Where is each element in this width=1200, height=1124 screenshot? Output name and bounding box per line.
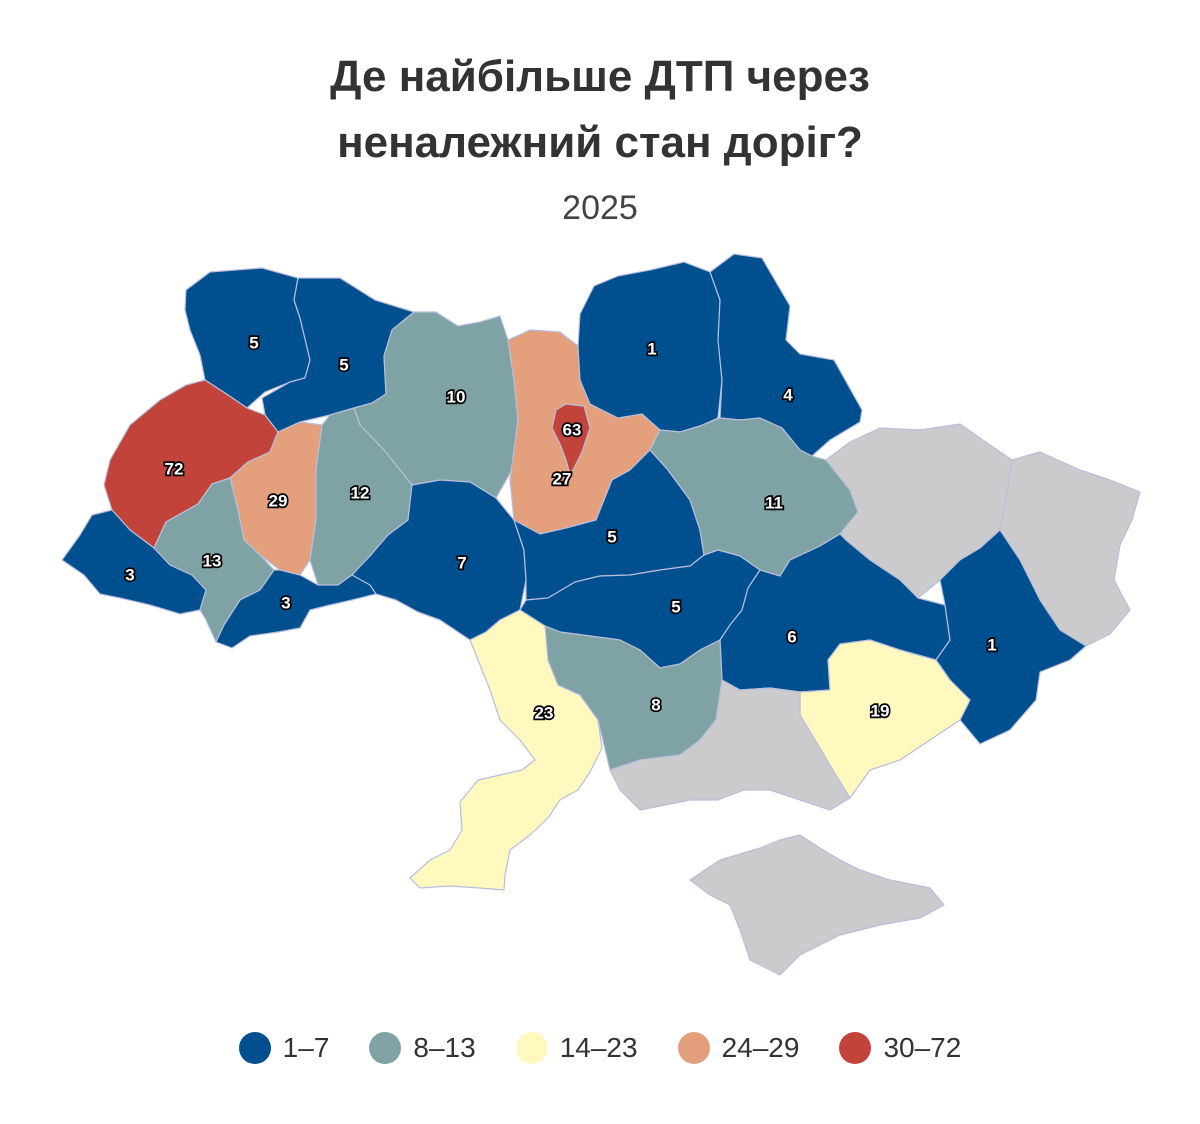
legend-label-3: 14–23	[559, 1032, 638, 1063]
region-label-mykolaiv: 8	[651, 695, 660, 714]
legend-label-2: 8–13	[413, 1032, 476, 1063]
region-label-cherkasy: 5	[607, 527, 616, 546]
region-label-zaporizhzhia: 19	[871, 701, 890, 720]
region-label-vinnytsia: 7	[457, 553, 466, 572]
region-label-ternopil: 29	[269, 491, 288, 510]
legend-item-4[interactable]: 24–29	[677, 1032, 800, 1064]
region-label-chernihiv: 1	[647, 339, 656, 358]
region-label-poltava: 11	[765, 493, 783, 512]
chart-subtitle: 2025	[562, 189, 638, 227]
region-label-kyiv-city: 63	[563, 420, 582, 439]
legend-dot-5	[839, 1032, 872, 1064]
region-label-odesa: 23	[535, 703, 554, 722]
legend-dot-4	[677, 1032, 710, 1064]
legend-dot-1	[238, 1032, 271, 1064]
region-label-dnipropetrovsk: 6	[787, 627, 796, 646]
legend-dot-2	[369, 1032, 402, 1064]
region-label-kyiv-oblast: 27	[553, 469, 572, 488]
region-label-zakarpattia: 3	[125, 565, 134, 584]
legend-dot-3	[515, 1032, 548, 1064]
region-label-sumy: 4	[783, 385, 793, 404]
legend-item-3[interactable]: 14–23	[515, 1032, 638, 1064]
region-kherson[interactable]	[609, 679, 851, 811]
region-label-rivne: 5	[339, 355, 348, 374]
legend-item-2[interactable]: 8–13	[369, 1032, 476, 1064]
legend-label-1: 1–7	[282, 1032, 330, 1063]
legend-item-5[interactable]: 30–72	[839, 1032, 961, 1064]
region-label-volyn: 5	[249, 333, 258, 352]
legend-item-1[interactable]: 1–7	[238, 1032, 330, 1064]
region-crimea[interactable]	[689, 834, 945, 976]
region-label-kirovohrad: 5	[671, 597, 680, 616]
region-label-khmelnytskyi: 12	[351, 483, 370, 502]
region-label-ivano-frankivsk: 13	[203, 551, 222, 570]
region-kyiv-city[interactable]	[551, 403, 591, 475]
chart-title: Де найбільше ДТП через неналежний стан д…	[0, 44, 1200, 176]
legend-label-4: 24–29	[721, 1032, 800, 1063]
legend: 1–7 8–13 14–23 24–29 30–72	[0, 1032, 1200, 1064]
title-line-2: неналежний стан доріг?	[337, 118, 863, 167]
region-label-lviv: 72	[165, 459, 184, 478]
region-chernivtsi[interactable]	[215, 569, 377, 649]
region-label-donetsk: 1	[987, 635, 996, 654]
region-label-zhytomyr: 10	[447, 387, 466, 406]
legend-label-5: 30–72	[883, 1032, 962, 1063]
title-line-1: Де найбільше ДТП через	[330, 52, 870, 101]
region-label-chernivtsi: 3	[281, 593, 290, 612]
region-sumy[interactable]	[709, 253, 863, 457]
